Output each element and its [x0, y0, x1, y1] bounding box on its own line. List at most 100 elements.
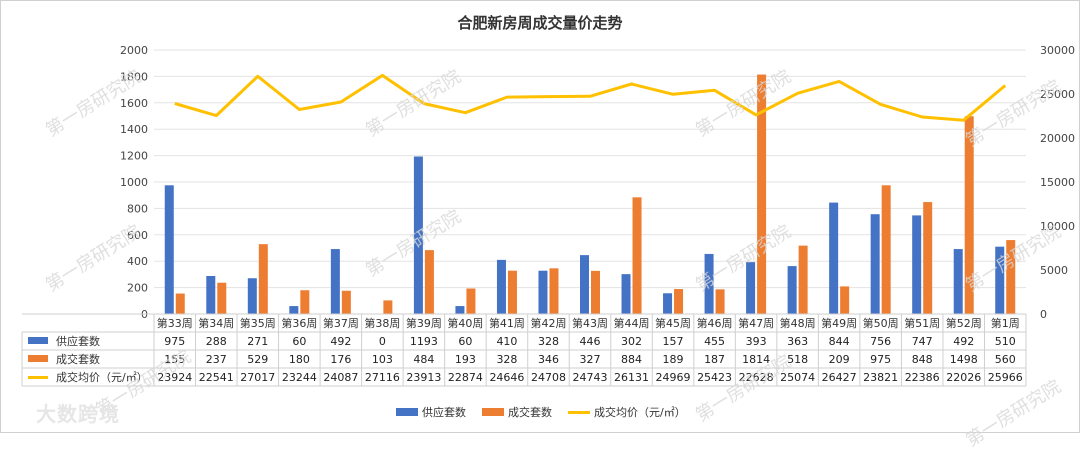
legend-item-supply: 供应套数 — [396, 404, 466, 420]
category-label: 第33周 — [157, 316, 193, 330]
bar-supply — [289, 306, 299, 314]
table-cell-value: 24743 — [573, 371, 608, 384]
table-cell-value: 22386 — [905, 371, 940, 384]
bar-supply — [330, 249, 340, 314]
table-cell-value: 975 — [164, 335, 185, 348]
left-axis-tick-label: 2000 — [120, 44, 148, 57]
bar-supply — [621, 274, 631, 314]
category-label: 第43周 — [572, 316, 608, 330]
table-cell-value: 22874 — [448, 371, 483, 384]
table-cell-value: 25423 — [697, 371, 732, 384]
category-label: 第46周 — [697, 316, 733, 330]
table-row-header: 成交套数 — [56, 352, 100, 366]
table-cell-value: 455 — [704, 335, 725, 348]
table-cell-value: 393 — [746, 335, 767, 348]
category-label: 第41周 — [489, 316, 525, 330]
table-cell-value: 60 — [458, 335, 472, 348]
table-cell-value: 25074 — [780, 371, 815, 384]
right-axis-tick-label: 10000 — [1040, 220, 1075, 233]
bar-deal — [1006, 240, 1016, 314]
bar-deal — [258, 244, 268, 314]
bar-deal — [175, 293, 185, 314]
table-cell-value: 23244 — [282, 371, 317, 384]
category-label: 第45周 — [655, 316, 691, 330]
category-label: 第49周 — [821, 316, 857, 330]
table-cell-value: 22541 — [199, 371, 234, 384]
category-label: 第36周 — [281, 316, 317, 330]
bar-supply — [164, 185, 174, 314]
left-axis-tick-label: 1200 — [120, 150, 148, 163]
table-legend-swatch — [28, 376, 48, 379]
left-axis-tick-label: 200 — [127, 282, 148, 295]
table-cell-value: 446 — [580, 335, 601, 348]
table-cell-value: 288 — [206, 335, 227, 348]
category-label: 第48周 — [780, 316, 816, 330]
bar-deal — [549, 268, 559, 314]
table-cell-value: 346 — [538, 353, 559, 366]
bar-deal — [881, 185, 891, 314]
table-cell-value: 0 — [379, 335, 386, 348]
legend-label: 供应套数 — [422, 406, 466, 419]
category-label: 第39周 — [406, 316, 442, 330]
bar-supply — [787, 266, 797, 314]
right-axis-tick-label: 30000 — [1040, 44, 1075, 57]
bar-deal — [217, 282, 227, 314]
chart-title: 合肥新房周成交量价走势 — [457, 14, 623, 32]
bar-deal — [383, 300, 393, 314]
bar-deal — [923, 202, 933, 314]
category-label: 第52周 — [946, 316, 982, 330]
bar-deal — [798, 245, 808, 314]
table-cell-value: 848 — [912, 353, 933, 366]
table-cell-value: 884 — [621, 353, 642, 366]
table-cell-value: 302 — [621, 335, 642, 348]
bar-deal — [715, 289, 725, 314]
bar-deal — [632, 197, 642, 314]
legend-swatch — [482, 408, 504, 416]
right-axis-tick-label: 15000 — [1040, 176, 1075, 189]
table-cell-value: 327 — [580, 353, 601, 366]
bar-supply — [496, 259, 506, 314]
legend-item-deal: 成交套数 — [482, 404, 552, 420]
category-label: 第47周 — [738, 316, 774, 330]
category-label: 第50周 — [863, 316, 899, 330]
bar-supply — [206, 275, 216, 314]
bar-deal — [424, 250, 434, 314]
table-cell-value: 187 — [704, 353, 725, 366]
table-cell-value: 1498 — [950, 353, 978, 366]
table-cell-value: 27017 — [240, 371, 275, 384]
table-cell-value: 24969 — [656, 371, 691, 384]
bar-supply — [413, 156, 423, 314]
category-label: 第34周 — [198, 316, 234, 330]
legend-label: 成交套数 — [508, 406, 552, 419]
left-axis-tick-label: 800 — [127, 202, 148, 215]
table-cell-value: 155 — [164, 353, 185, 366]
table-cell-value: 25966 — [988, 371, 1023, 384]
table-cell-value: 756 — [870, 335, 891, 348]
table-row-header: 成交均价（元/㎡） — [56, 370, 148, 384]
table-cell-value: 157 — [663, 335, 684, 348]
table-cell-value: 1193 — [410, 335, 438, 348]
table-cell-value: 24646 — [489, 371, 524, 384]
right-axis-tick-label: 5000 — [1040, 264, 1068, 277]
table-cell-value: 209 — [829, 353, 850, 366]
bar-supply — [995, 246, 1005, 314]
category-label: 第35周 — [240, 316, 276, 330]
table-legend-swatch — [28, 355, 48, 362]
table-cell-value: 23821 — [863, 371, 898, 384]
table-cell-value: 363 — [787, 335, 808, 348]
table-cell-value: 492 — [953, 335, 974, 348]
chart-canvas: 0200400600800100012001400160018002000050… — [21, 44, 1075, 387]
bar-deal — [507, 270, 517, 314]
table-cell-value: 193 — [455, 353, 476, 366]
table-legend-swatch — [28, 337, 48, 344]
legend-label: 成交均价（元/㎡） — [594, 406, 686, 419]
table-cell-value: 510 — [995, 335, 1016, 348]
table-cell-value: 22628 — [739, 371, 774, 384]
bar-supply — [704, 253, 714, 314]
category-label: 第51周 — [904, 316, 940, 330]
bar-deal — [591, 270, 600, 314]
table-cell-value: 518 — [787, 353, 808, 366]
category-label: 第37周 — [323, 316, 359, 330]
table-cell-value: 271 — [247, 335, 268, 348]
table-cell-value: 975 — [870, 353, 891, 366]
